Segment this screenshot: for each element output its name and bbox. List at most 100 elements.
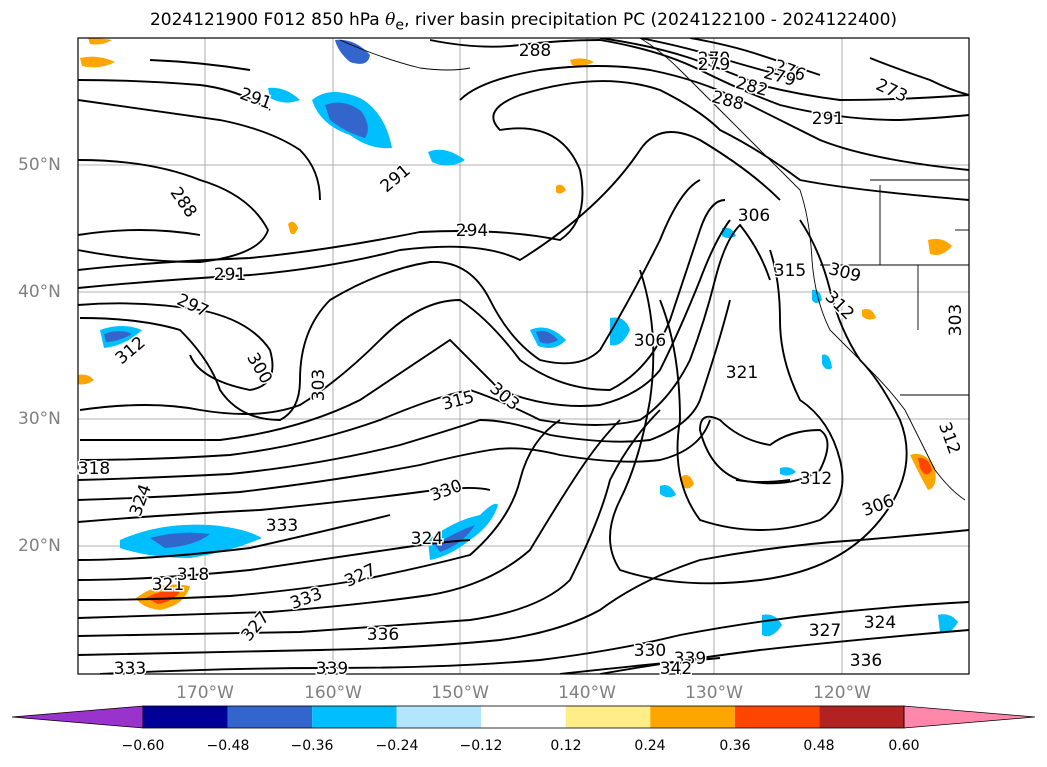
precip-patch <box>88 38 112 45</box>
map-background <box>78 38 969 674</box>
contour-label: 303 <box>946 304 966 336</box>
precip-patch <box>104 331 132 342</box>
precip-patch <box>78 374 94 385</box>
contour-label: 330 <box>634 641 666 661</box>
precip-patch <box>682 475 694 489</box>
lon-label-140w: 140°W <box>558 683 616 703</box>
title-theta-subscript: e <box>395 17 405 34</box>
contour-label: 333 <box>114 659 146 679</box>
contour-line <box>79 223 771 461</box>
lon-label-130w: 130°W <box>685 683 743 703</box>
colorbar-tick: 0.48 <box>803 738 835 754</box>
colorbar-tick: −0.48 <box>206 738 250 754</box>
precip-patch <box>938 614 958 633</box>
precip-patch <box>435 525 475 552</box>
contour-line <box>599 38 969 101</box>
colorbar-tick: 0.24 <box>634 738 666 754</box>
theta-e-contours <box>78 38 969 674</box>
precip-patch <box>822 354 832 370</box>
precip-patch <box>268 87 300 103</box>
precip-patch <box>536 331 558 344</box>
precip-patch <box>570 58 594 66</box>
contour-line <box>609 219 908 585</box>
coastlines <box>339 38 969 501</box>
precip-patch <box>928 238 952 255</box>
contour-label: 312 <box>800 469 832 489</box>
contour-label: 333 <box>266 516 298 536</box>
contour-line <box>78 486 491 523</box>
contour-line <box>78 159 270 263</box>
precip-patch <box>325 102 368 138</box>
colorbar-tick: −0.24 <box>375 738 419 754</box>
lat-label-30n: 30°N <box>18 409 61 429</box>
lon-label-150w: 150°W <box>431 683 489 703</box>
figure-title: 2024121900 F012 850 hPa θe, river basin … <box>0 10 1047 33</box>
contour-label: 303 <box>309 369 329 401</box>
precip-patch <box>335 39 370 64</box>
colorbar-tick: 0.12 <box>550 738 582 754</box>
contour-label: 336 <box>850 651 882 671</box>
contour-line <box>78 99 321 201</box>
contour-label: 294 <box>456 221 488 241</box>
contour-label: 291 <box>812 109 844 129</box>
colorbar-tick: 0.60 <box>888 738 920 754</box>
contour-line <box>78 131 781 289</box>
colorbar-tick: −0.12 <box>459 738 503 754</box>
lon-label-120w: 120°W <box>813 683 871 703</box>
contour-line <box>149 59 251 71</box>
contour-label: 306 <box>738 206 770 226</box>
contour-line <box>78 529 969 656</box>
contour-label: 342 <box>660 659 692 679</box>
contour-label: 339 <box>316 659 348 679</box>
contour-line <box>78 229 201 236</box>
contour-label: 270 <box>698 49 730 69</box>
contour-line <box>869 57 969 96</box>
precip-patch <box>288 221 298 235</box>
lat-label-50n: 50°N <box>18 155 61 175</box>
precip-patch <box>780 467 796 476</box>
contour-line <box>689 38 821 76</box>
contour-label: 324 <box>864 613 896 633</box>
colorbar-tick: −0.36 <box>290 738 334 754</box>
contour-label: 279 <box>698 55 730 75</box>
lat-label-40n: 40°N <box>18 282 61 302</box>
contour-label: 339 <box>674 649 706 669</box>
contour-line <box>79 179 701 421</box>
precip-patch <box>660 485 676 498</box>
contour-line <box>459 65 969 171</box>
lon-label-170w: 170°W <box>176 683 234 703</box>
contour-label: 336 <box>367 625 399 645</box>
title-suffix: , river basin precipitation PC (20241221… <box>404 10 898 30</box>
contour-line <box>78 79 271 111</box>
contour-label: 306 <box>634 331 666 351</box>
contour-label: 291 <box>214 265 246 285</box>
contour-label: 318 <box>78 459 110 479</box>
contour-line <box>78 419 561 601</box>
title-prefix: 2024121900 F012 850 hPa <box>149 10 386 30</box>
contour-line <box>659 249 844 531</box>
contour-line <box>80 219 731 441</box>
contour-line <box>78 419 621 619</box>
contour-line <box>78 302 274 391</box>
contour-line <box>78 80 969 271</box>
contour-label: 315 <box>774 261 806 281</box>
contour-line <box>429 39 969 121</box>
title-theta: θ <box>385 10 396 30</box>
map-frame <box>77 37 970 675</box>
contour-label: 288 <box>519 41 551 61</box>
coastline <box>639 38 966 501</box>
precip-patch <box>556 184 566 194</box>
contour-line <box>79 199 726 415</box>
lon-label-160w: 160°W <box>304 683 362 703</box>
precipitation-shading <box>78 38 958 637</box>
contour-line <box>78 299 731 481</box>
precip-patch <box>428 149 465 166</box>
contour-line <box>78 419 711 501</box>
precip-patch <box>918 457 932 475</box>
contour-line <box>99 601 969 674</box>
contour-label: 318 <box>177 565 209 585</box>
contour-label: 321 <box>726 363 758 383</box>
precip-patch <box>150 532 210 548</box>
lat-label-20n: 20°N <box>18 536 61 556</box>
